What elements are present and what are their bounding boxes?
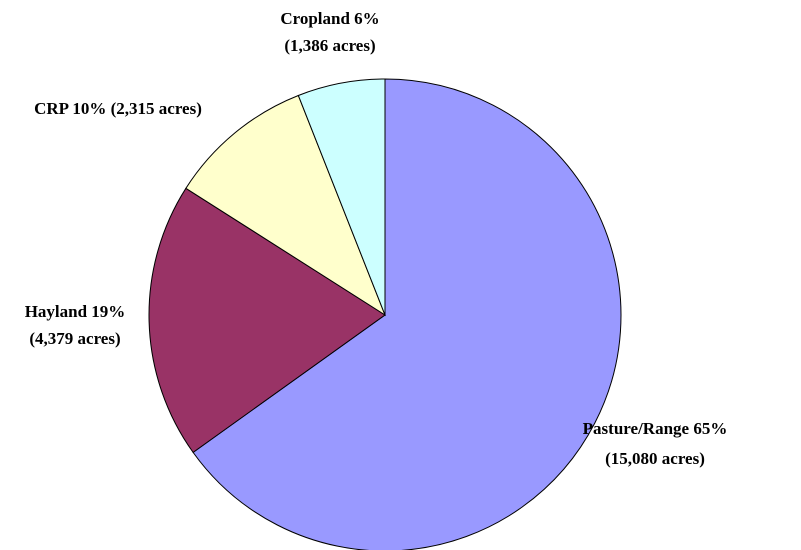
value-label: (2,315 acres): [111, 99, 202, 118]
pie-slice: [185, 94, 387, 317]
pie-slice: [148, 187, 386, 454]
value-label: (15,080 acres): [605, 449, 705, 468]
category-label: Pasture/Range 65%: [583, 419, 728, 438]
category-label: Hayland 19%: [25, 302, 126, 321]
value-label: (4,379 acres): [29, 329, 120, 348]
category-label: Cropland 6%: [280, 9, 379, 28]
pie-slice: [297, 78, 386, 316]
pie-slice: [192, 78, 622, 550]
value-label: (1,386 acres): [284, 36, 375, 55]
slice-label: CRP 10% (2,315 acres): [34, 99, 202, 118]
category-label: CRP 10%: [34, 99, 106, 118]
